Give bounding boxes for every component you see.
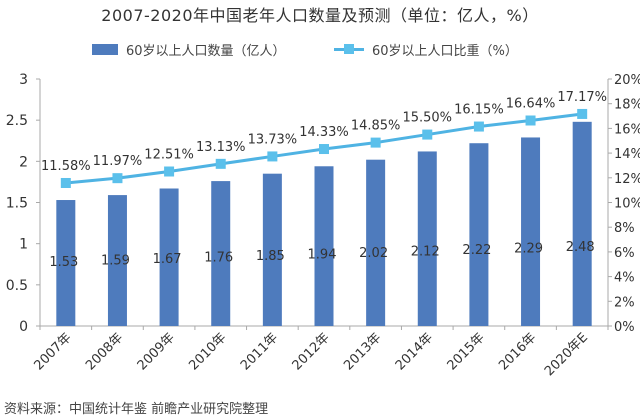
x-tick-label: 2013年 — [341, 330, 384, 373]
bar-value-label: 2.22 — [462, 243, 491, 258]
y-right-tick-label: 14% — [614, 147, 640, 162]
legend-bar-swatch — [92, 44, 118, 55]
line-value-label: 13.73% — [248, 132, 298, 147]
bar — [107, 195, 127, 326]
y-left-tick-label: 1.5 — [6, 196, 28, 212]
x-tick-label: 2015年 — [445, 330, 488, 373]
chart-legend: 60岁以上人口数量（亿人） 60岁以上人口比重（%） — [0, 40, 640, 60]
line-value-label: 11.97% — [93, 154, 143, 169]
line-point — [319, 144, 329, 155]
bar — [572, 121, 592, 327]
bar-value-label: 1.94 — [308, 248, 337, 263]
line-point — [164, 166, 175, 177]
line-point — [473, 121, 484, 132]
line-point — [422, 129, 433, 140]
x-tick-label: 2008年 — [83, 330, 126, 373]
y-right-tick-label: 0% — [614, 320, 635, 335]
line-value-label: 16.15% — [454, 103, 504, 118]
y-left-tick-label: 2.5 — [6, 113, 28, 129]
y-right-tick-label: 10% — [614, 197, 640, 212]
bar — [469, 143, 489, 326]
legend-item-population: 60岁以上人口数量（亿人） — [92, 40, 286, 59]
line-value-label: 13.13% — [196, 140, 246, 155]
source-note: 资料来源：中国统计年鉴 前瞻产业研究院整理 — [4, 402, 269, 417]
line-point — [215, 158, 226, 169]
line-point — [112, 173, 123, 184]
line-point — [577, 108, 588, 119]
chart-title: 2007-2020年中国老年人口数量及预测（单位：亿人，%） — [101, 6, 539, 25]
bar-value-label: 1.59 — [101, 254, 130, 269]
bar-value-label: 2.12 — [411, 245, 440, 260]
legend-line-swatch — [334, 44, 364, 55]
bar-value-label: 2.29 — [514, 242, 543, 257]
line-value-label: 14.85% — [351, 119, 401, 134]
line-point — [370, 137, 381, 148]
legend-item-ratio: 60岁以上人口比重（%） — [334, 40, 518, 59]
line-value-label: 17.17% — [557, 90, 607, 105]
bar — [56, 200, 76, 326]
x-tick-label: 2020年E — [542, 330, 591, 379]
y-right-tick-label: 2% — [614, 295, 635, 310]
legend-label-population: 60岁以上人口数量（亿人） — [126, 44, 286, 59]
x-tick-label: 2014年 — [393, 330, 436, 373]
line-value-label: 16.64% — [506, 96, 556, 111]
line-point — [525, 115, 536, 126]
line-value-label: 14.33% — [299, 125, 349, 140]
legend-label-ratio: 60岁以上人口比重（%） — [372, 44, 518, 59]
y-left-tick-label: 0.5 — [6, 278, 28, 294]
bar — [366, 159, 386, 326]
x-tick-label: 2012年 — [290, 330, 333, 373]
bar-value-label: 2.48 — [566, 240, 595, 255]
y-right-tick-label: 8% — [614, 221, 635, 236]
x-tick-label: 2011年 — [238, 330, 281, 373]
y-right-tick-label: 12% — [614, 172, 640, 187]
bar-value-label: 1.85 — [256, 249, 285, 264]
bar-value-label: 1.76 — [204, 251, 233, 266]
y-right-tick-label: 16% — [614, 122, 640, 137]
y-right-tick-label: 20% — [614, 73, 640, 88]
line-value-label: 12.51% — [144, 148, 194, 163]
x-tick-label: 2016年 — [496, 330, 539, 373]
y-right-tick-label: 18% — [614, 98, 640, 113]
bar-value-label: 1.53 — [49, 255, 78, 270]
bar-value-label: 2.02 — [359, 246, 388, 261]
bar — [314, 166, 334, 326]
line-point — [60, 177, 71, 188]
y-left-tick-label: 0 — [19, 319, 28, 335]
bar — [159, 188, 179, 326]
x-tick-label: 2010年 — [186, 330, 229, 373]
bar-value-label: 1.67 — [153, 252, 182, 267]
line-value-label: 15.50% — [402, 111, 452, 126]
bar — [211, 181, 231, 326]
bar — [262, 173, 282, 326]
x-tick-label: 2007年 — [31, 330, 74, 373]
y-left-tick-label: 3 — [19, 72, 28, 88]
y-left-tick-label: 2 — [19, 154, 28, 170]
line-point — [267, 151, 278, 162]
y-left-tick-label: 1 — [19, 237, 28, 253]
line-value-label: 11.58% — [41, 159, 91, 174]
y-right-tick-label: 4% — [614, 271, 635, 286]
y-right-tick-label: 6% — [614, 246, 635, 261]
bar — [417, 151, 437, 326]
x-tick-label: 2009年 — [135, 330, 178, 373]
bar — [521, 137, 541, 326]
